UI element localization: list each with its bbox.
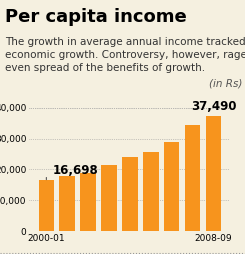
Text: 37,490: 37,490 xyxy=(192,100,237,113)
Bar xyxy=(206,116,221,231)
Bar xyxy=(164,142,179,231)
Text: 16,698: 16,698 xyxy=(53,164,98,177)
Bar xyxy=(59,176,75,231)
Bar xyxy=(185,125,200,231)
Bar xyxy=(38,180,54,231)
Text: The growth in average annual income tracked the
economic growth. Controversy, ho: The growth in average annual income trac… xyxy=(5,37,245,73)
Bar xyxy=(101,165,117,231)
Bar xyxy=(143,152,159,231)
Text: (in Rs): (in Rs) xyxy=(209,79,243,89)
Bar xyxy=(122,157,138,231)
Bar xyxy=(80,172,96,231)
Text: Per capita income: Per capita income xyxy=(5,8,187,26)
